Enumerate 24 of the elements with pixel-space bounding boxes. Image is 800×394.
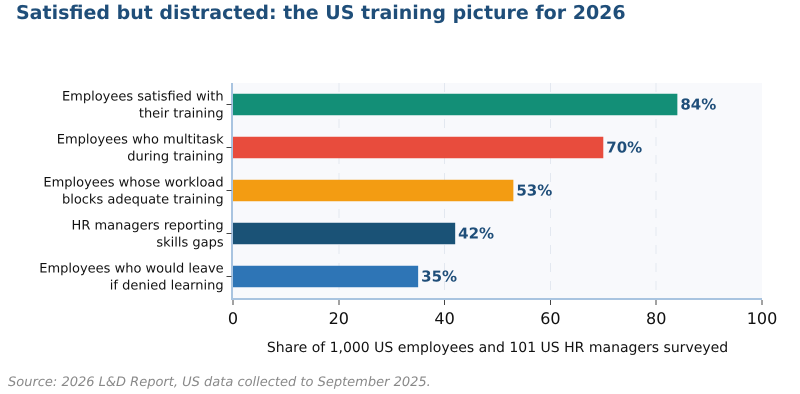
bar [233,136,604,158]
data-label: 53% [516,182,552,200]
source-note: Source: 2026 L&D Report, US data collected to September 2025. [8,375,431,390]
bar [233,94,678,116]
x-axis-title: Share of 1,000 US employees and 101 US HR managers surveyed [266,340,728,356]
y-tick-label: Employees who multitask during training [56,132,224,164]
x-tick-label: 0 [228,308,238,328]
chart-title: Satisfied but distracted: the US training picture for 2026 [16,2,626,24]
y-tick-label: HR managers reporting skills gaps [72,218,224,250]
y-tick-label: Employees whose workload blocks adequate training [43,176,224,208]
x-tick-label: 60 [540,308,561,328]
x-tick-label: 40 [434,308,455,328]
bar [233,222,456,244]
x-tick-label: 80 [646,308,666,328]
data-label: 70% [606,138,642,156]
x-tick-label: 20 [328,308,349,328]
data-label: 84% [680,96,716,114]
x-tick-label: 100 [746,308,778,328]
data-label: 35% [421,268,458,286]
data-label: 42% [458,224,494,242]
y-tick-label: Employees satisfied with their training [62,90,224,122]
y-tick-label: Employees who would leave if denied learning [39,262,224,294]
bar [233,266,418,288]
bar [233,180,514,202]
